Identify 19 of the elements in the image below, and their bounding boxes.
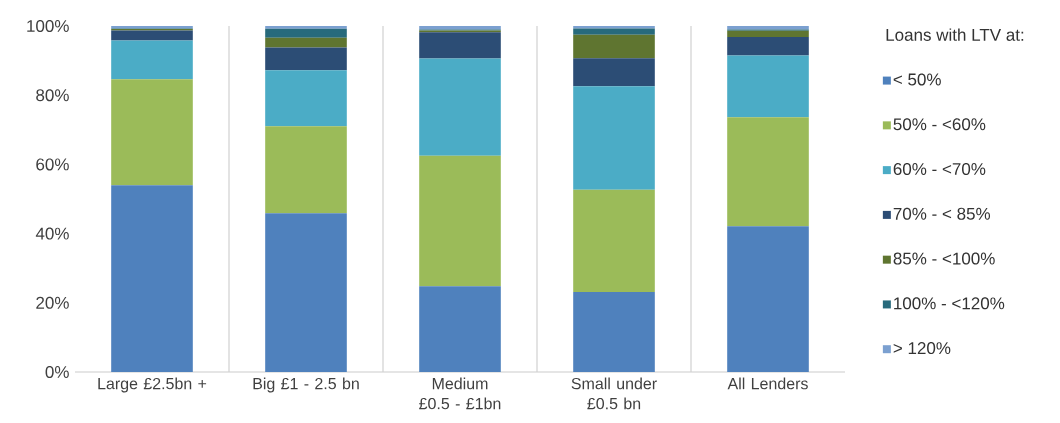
- x-tick-label: Large £2.5bn +: [98, 377, 207, 393]
- legend-label: 100% - <120%: [894, 297, 1005, 310]
- x-tick-label: Medium £0.5 - £1bn: [419, 377, 501, 410]
- y-tick-label: 40%: [35, 227, 69, 240]
- y-tick-label: 0%: [45, 365, 69, 379]
- y-tick-label: 60%: [36, 158, 69, 171]
- legend-label: < 50%: [893, 73, 941, 86]
- legend-title: Loans with LTV at:: [886, 28, 1024, 41]
- x-tick-label: Big £1 - 2.5 bn: [253, 377, 359, 393]
- legend-label: 60% - <70%: [893, 162, 986, 176]
- legend-label: > 120%: [893, 342, 951, 355]
- y-tick-label: 20%: [36, 296, 69, 309]
- legend-label: 70% - < 85%: [893, 207, 991, 220]
- y-tick-label: 80%: [36, 89, 69, 102]
- x-tick-label: All Lenders: [727, 377, 808, 390]
- y-tick-label: 100%: [27, 19, 69, 33]
- legend-label: 85% - <100%: [893, 252, 995, 265]
- x-tick-label: Small under £0.5 bn: [571, 377, 657, 410]
- legend-label: 50% - <60%: [893, 118, 986, 131]
